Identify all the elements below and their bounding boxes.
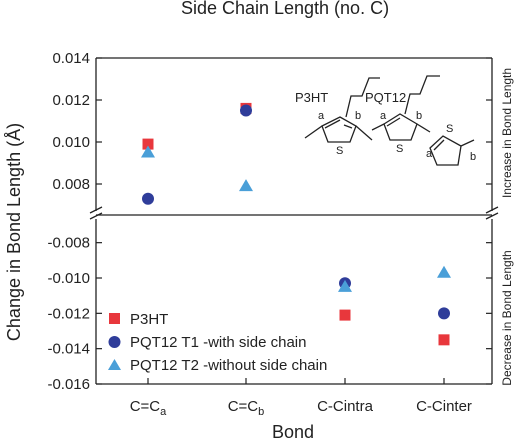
x-axis-title: Bond — [272, 422, 314, 442]
y-tick-label-upper-3: 0.014 — [52, 50, 90, 67]
marker-square-0-0 — [142, 138, 154, 150]
plot-frame — [89, 57, 499, 385]
y-tick-label-lower-2: -0.012 — [47, 305, 90, 322]
marker-square-0-3 — [438, 334, 450, 346]
marker-square-0-2 — [339, 309, 351, 321]
legend-label-pqt12-t2: PQT12 T2 -without side chain — [130, 357, 327, 374]
chart-title: Side Chain Length (no. C) — [181, 0, 389, 18]
pqt12-bond-b-2: b — [470, 151, 476, 163]
y-tick-label-upper-2: 0.012 — [52, 92, 90, 109]
x-tick-label-1: C=Cb — [228, 398, 265, 418]
p3ht-sulfur: S — [336, 145, 343, 157]
y-tick-label-upper-0: 0.008 — [52, 176, 90, 193]
axis-break-mark-left-1 — [89, 206, 103, 214]
axis-break-mark-right-2 — [485, 212, 499, 220]
p3ht-bond-b: b — [355, 110, 361, 122]
y-axis-title: Change in Bond Length (Å) — [4, 123, 24, 341]
legend: P3HT PQT12 T1 -with side chain PQT12 T2 … — [108, 311, 327, 374]
pqt12-bond-b-1: b — [416, 110, 422, 122]
y-tick-label-lower-0: -0.008 — [47, 235, 90, 252]
data-markers — [141, 102, 451, 346]
y-tick-label-upper-1: 0.010 — [52, 134, 90, 151]
axis-ticks: 0.008 0.010 0.012 0.014 -0.008 -0.010 -0.012 -0… — [47, 50, 492, 418]
pqt12-structure — [371, 75, 475, 166]
legend-marker-pqt12-t2 — [108, 359, 121, 370]
y-tick-label-lower-3: -0.014 — [47, 341, 90, 358]
right-label-top: Increase in Bond Length — [500, 68, 514, 198]
y-tick-label-lower-4: -0.016 — [47, 376, 90, 393]
marker-triangle-2-2 — [338, 279, 352, 292]
marker-circle-1-1 — [240, 104, 252, 117]
x-tick-label-0: C=Ca — [130, 398, 167, 418]
p3ht-bond-a: a — [318, 110, 325, 122]
pqt12-sulfur-1: S — [396, 143, 403, 155]
pqt12-bond-a-1: a — [380, 110, 387, 122]
marker-circle-1-0 — [142, 192, 154, 205]
p3ht-structure — [304, 77, 380, 143]
pqt12-sulfur-2: S — [446, 123, 453, 135]
legend-label-pqt12-t1: PQT12 T1 -with side chain — [130, 334, 306, 351]
axis-break-mark-right-1 — [485, 206, 499, 214]
molecule-inset-labels: P3HT PQT12 S a b S S a b a b — [295, 90, 476, 163]
inset-label-p3ht: P3HT — [295, 90, 328, 105]
marker-triangle-2-1 — [239, 179, 253, 192]
legend-label-p3ht: P3HT — [130, 311, 168, 328]
legend-marker-pqt12-t1 — [108, 336, 121, 348]
marker-triangle-2-3 — [437, 265, 451, 278]
x-tick-label-3: C-Cinter — [416, 398, 472, 415]
axis-break-mark-left-2 — [89, 212, 103, 220]
pqt12-bond-a-2: a — [426, 148, 433, 160]
legend-marker-p3ht — [109, 313, 120, 324]
right-label-bottom: Decrease in Bond Length — [500, 250, 514, 385]
marker-circle-1-3 — [438, 307, 450, 320]
y-tick-label-lower-1: -0.010 — [47, 270, 90, 287]
molecule-inset — [304, 75, 475, 166]
inset-label-pqt12: PQT12 — [365, 90, 406, 105]
x-tick-label-2: C-Cintra — [317, 398, 373, 415]
marker-triangle-2-0 — [141, 145, 155, 158]
